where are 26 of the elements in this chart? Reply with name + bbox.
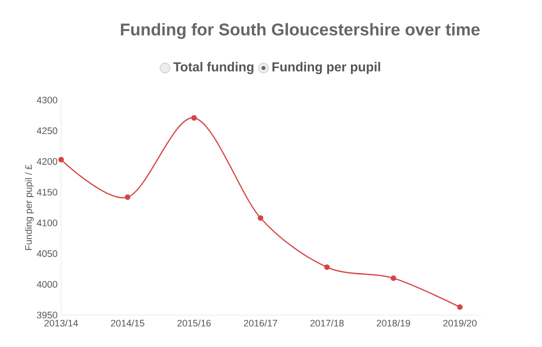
y-tick-label: 4000 xyxy=(36,280,58,288)
point xyxy=(390,275,396,281)
x-tick-label: 2015/16 xyxy=(177,320,211,327)
y-tick-label: 4150 xyxy=(36,188,58,196)
text: Funding per pupil xyxy=(272,62,380,74)
x-tick-label: 2014/15 xyxy=(110,320,144,327)
x-tick-label: 2017/18 xyxy=(310,320,344,327)
point xyxy=(191,115,197,121)
y-tick-label: 4300 xyxy=(36,96,58,104)
y-tick-label: 4200 xyxy=(36,158,58,165)
y-tick-label: 4100 xyxy=(36,220,58,226)
x-tick-label: 2016/17 xyxy=(244,320,278,327)
text: Total funding xyxy=(173,62,254,74)
point xyxy=(124,194,130,200)
point xyxy=(258,215,264,221)
x-tick-label: 2013/14 xyxy=(44,320,78,327)
point xyxy=(58,156,64,162)
point xyxy=(457,304,463,310)
y-axis-title: Funding per pupil / £ xyxy=(24,164,34,250)
y-tick-label: 4250 xyxy=(36,127,58,134)
point xyxy=(324,264,330,270)
x-tick-label: 2018/19 xyxy=(376,320,410,327)
y-tick-label: 4050 xyxy=(36,250,58,257)
y-tick-label: 3950 xyxy=(36,312,58,318)
chart-title: Funding for South Gloucestershire over time xyxy=(120,23,480,39)
x-tick-label: 2019/20 xyxy=(443,320,477,327)
